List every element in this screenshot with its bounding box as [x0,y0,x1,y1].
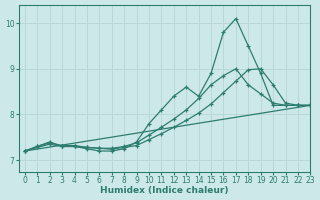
X-axis label: Humidex (Indice chaleur): Humidex (Indice chaleur) [100,186,229,195]
